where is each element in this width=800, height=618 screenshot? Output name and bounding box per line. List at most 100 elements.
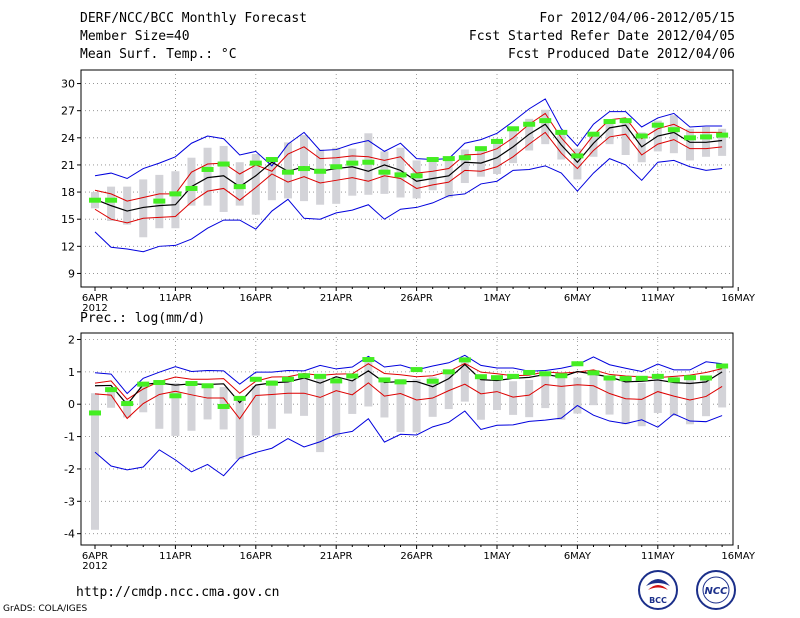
temp-observed-marker [89,197,101,203]
precip-observed-marker [153,380,166,386]
temp-observed-marker [249,160,262,166]
temp-y-tick-label: 30 [61,78,75,91]
temp-observed-marker [539,118,552,124]
temp-max-line [94,98,723,180]
temp-x-tick-label: 1MAY [483,293,511,304]
temp-observed-marker [169,191,182,197]
temp-observed-marker [683,135,696,141]
precip-year-label: 2012 [82,561,107,572]
temp-observed-marker [458,155,471,161]
precip-observed-marker [105,387,118,393]
temp-observed-marker [555,129,568,135]
temp-observed-marker [298,166,311,172]
temp-spread-bar [235,162,244,206]
precip-x-tick-label: 16MAY [721,551,755,562]
precip-spread-bar [171,383,180,436]
temp-observed-marker [201,166,214,172]
temp-observed-marker [314,168,327,174]
precip-y-tick-label: -2 [64,463,75,476]
precip-spread-bar [589,370,598,406]
precip-observed-marker [587,370,600,376]
temp-spread-bar [718,128,727,156]
precip-spread-bar [139,384,148,413]
precip-observed-marker [281,376,294,382]
precip-observed-marker [89,410,101,416]
temp-spread-bar [573,148,582,180]
precip-spread-bar [123,400,132,418]
temp-spread-bar [605,120,614,145]
precip-observed-marker [201,383,214,389]
precip-observed-marker [121,401,134,407]
temp-lower-line [94,131,723,224]
chart-title: DERF/NCC/BCC Monthly Forecast [80,11,307,26]
precip-spread-bar [525,379,534,418]
precip-observed-marker [410,367,423,373]
temp-x-tick-label: 26APR [400,293,433,304]
temp-y-tick-label: 24 [61,132,75,145]
precip-spread-bar [637,382,646,427]
temp-spread-bar [251,154,260,215]
temp-spread-bar [589,136,598,157]
precip-observed-marker [217,403,230,409]
temp-observed-marker [410,173,423,179]
precip-max-line [94,354,723,395]
member-size-label: Member Size=40 [80,29,190,44]
refer-date: Fcst Started Refer Date 2012/04/05 [468,29,735,44]
temp-spread-bar [203,147,212,206]
source-url[interactable]: http://cmdp.ncc.cma.gov.cn [76,585,280,600]
precip-spread-bar [412,379,421,433]
precip-observed-marker [539,371,552,377]
temp-observed-marker [362,159,375,165]
temp-spread-bar [139,179,148,238]
precip-observed-marker [683,375,696,381]
temp-panel: 9 12 15 18 21 24 27 30 6APR 11APR 16APR 21APR 26APR 1… [61,69,756,314]
precip-observed-marker [555,373,568,379]
temp-x-tick-label: 6MAY [564,293,592,304]
precip-observed-marker [458,357,471,363]
temp-spread-bar [316,149,325,205]
ncc-logo: NCC [696,570,736,610]
temp-x-tick-label: 16MAY [721,293,755,304]
precip-y-tick-label: 1 [68,366,75,379]
bcc-logo-text: BCC [649,596,667,605]
precip-observed-marker [330,378,343,384]
temp-observed-marker [394,172,407,178]
temp-observed-marker [571,153,584,159]
temp-upper-line [94,112,723,202]
temp-x-tick-label: 16APR [240,293,273,304]
precip-spread-bar [380,379,389,418]
temp-y-tick-label: 21 [61,159,75,172]
temp-observed-marker [330,164,343,170]
precip-observed-marker [137,381,150,387]
temp-observed-marker [716,132,729,138]
temp-spread-bar [348,148,357,196]
temp-spread-bar [428,158,437,191]
temp-spread-bar [123,186,132,225]
temp-spread-bar [171,171,180,229]
precip-spread-bar [460,360,469,402]
precip-y-tick-label: -4 [64,528,75,541]
precip-x-tick-label: 16APR [240,551,273,562]
temp-spread-bar [669,115,678,154]
precip-observed-marker [265,380,278,386]
precip-spread-bar [493,377,501,411]
precip-spread-bar [509,381,518,415]
precip-observed-marker [362,357,375,363]
precip-spread-bar [605,377,614,415]
precip-upper-line [94,362,723,401]
precip-panel-title: Prec.: log(mm/d) [80,311,205,326]
precip-spread-bar [573,377,582,414]
precip-observed-marker [249,376,262,382]
temp-observed-marker [153,198,166,204]
precip-spread-bar [364,360,373,407]
temp-spread-bar [685,128,694,161]
temp-x-tick-label: 21APR [320,293,353,304]
precip-spread-bar [235,399,244,460]
precip-spread-bar [396,378,405,433]
precip-spread-bar [332,378,341,437]
temp-spread-bar [219,145,228,212]
precip-lower-line [94,382,723,420]
temp-spread-bar [267,161,276,201]
